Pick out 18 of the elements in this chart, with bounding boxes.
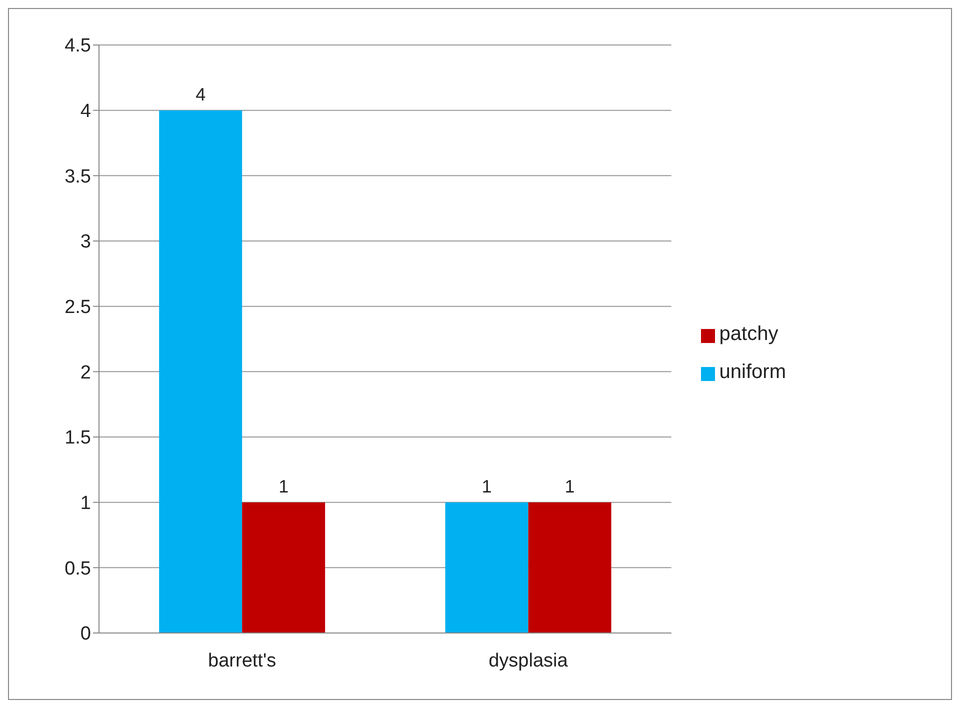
y-tick-label: 2.5	[64, 297, 91, 318]
y-tick-label: 2	[80, 362, 91, 384]
y-tick-label: 3	[80, 232, 91, 253]
y-tick-label: 4.5	[64, 36, 91, 57]
y-tick-label: 1.5	[64, 428, 91, 449]
data-label: 4	[196, 84, 206, 104]
legend-label: uniform	[719, 361, 786, 383]
x-tick-label: dysplasia	[488, 650, 568, 672]
y-tick-label: 0	[80, 624, 91, 645]
data-label: 1	[482, 476, 492, 496]
data-label: 1	[278, 476, 289, 496]
x-tick-label: barrett's	[208, 650, 276, 672]
data-label: 1	[564, 476, 575, 496]
y-tick-label: 4	[80, 101, 92, 122]
y-tick-label: 3.5	[64, 166, 91, 188]
y-tick-label: 1	[80, 493, 91, 514]
y-tick-label: 0.5	[64, 558, 91, 580]
legend-label: patchy	[719, 323, 778, 345]
